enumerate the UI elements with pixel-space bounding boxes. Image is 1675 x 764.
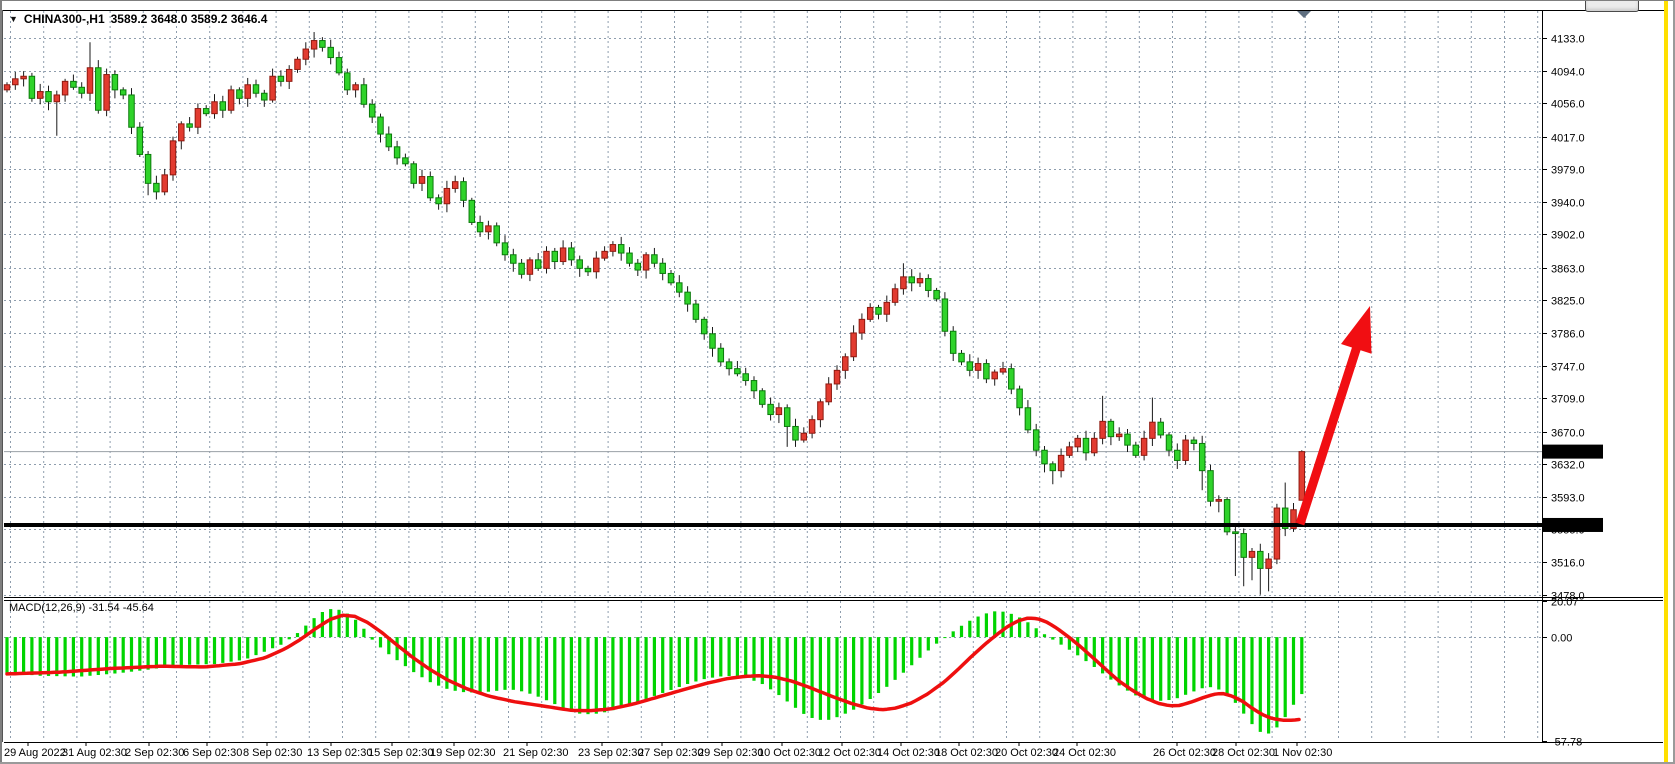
chart-shift-marker-icon bbox=[1297, 11, 1311, 18]
price-axis: 4133.0 4094.0 4056.0 4017.0 3979.0 3940.0 3902… bbox=[1542, 34, 1585, 749]
svg-text:2 Sep 02:30: 2 Sep 02:30 bbox=[125, 747, 184, 759]
svg-text:20.07: 20.07 bbox=[1551, 597, 1579, 609]
window-frame-bottom bbox=[0, 762, 1675, 764]
svg-text:23 Sep 02:30: 23 Sep 02:30 bbox=[578, 747, 643, 759]
svg-text:3863.0: 3863.0 bbox=[1551, 264, 1585, 276]
window-frame-left bbox=[0, 0, 2, 764]
macd-signal-line bbox=[5, 613, 1301, 723]
svg-text:6 Sep 02:30: 6 Sep 02:30 bbox=[183, 747, 242, 759]
svg-text:4017.0: 4017.0 bbox=[1551, 133, 1585, 145]
svg-text:4094.0: 4094.0 bbox=[1551, 67, 1585, 79]
svg-text:29 Aug 2022: 29 Aug 2022 bbox=[4, 747, 66, 759]
candles-layer bbox=[3, 32, 1306, 595]
svg-text:3593.0: 3593.0 bbox=[1551, 493, 1585, 505]
svg-text:4133.0: 4133.0 bbox=[1551, 34, 1585, 46]
svg-text:24 Oct 02:30: 24 Oct 02:30 bbox=[1053, 747, 1116, 759]
symbol-dropdown-icon[interactable]: ▼ bbox=[9, 13, 18, 24]
svg-text:31 Aug 02:30: 31 Aug 02:30 bbox=[62, 747, 127, 759]
svg-text:3670.0: 3670.0 bbox=[1551, 428, 1585, 440]
price-tag bbox=[1543, 517, 1603, 532]
svg-text:3747.0: 3747.0 bbox=[1551, 362, 1585, 374]
svg-text:14 Oct 02:30: 14 Oct 02:30 bbox=[877, 747, 940, 759]
price-tag bbox=[1543, 444, 1603, 459]
macd-indicator-label: MACD(12,26,9) -31.54 -45.64 bbox=[9, 602, 154, 614]
svg-text:15 Sep 02:30: 15 Sep 02:30 bbox=[368, 747, 433, 759]
window-control-sliver[interactable] bbox=[1585, 0, 1639, 12]
svg-text:13 Sep 02:30: 13 Sep 02:30 bbox=[307, 747, 372, 759]
panel-borders bbox=[0, 10, 1668, 743]
svg-text:8 Sep 02:30: 8 Sep 02:30 bbox=[243, 747, 302, 759]
svg-text:3632.0: 3632.0 bbox=[1551, 460, 1585, 472]
svg-text:20 Oct 02:30: 20 Oct 02:30 bbox=[995, 747, 1058, 759]
svg-text:28 Oct 02:30: 28 Oct 02:30 bbox=[1212, 747, 1275, 759]
grid-layer bbox=[4, 11, 1542, 741]
svg-text:3709.0: 3709.0 bbox=[1551, 394, 1585, 406]
svg-text:1 Nov 02:30: 1 Nov 02:30 bbox=[1273, 747, 1332, 759]
svg-text:21 Sep 02:30: 21 Sep 02:30 bbox=[503, 747, 568, 759]
svg-text:3825.0: 3825.0 bbox=[1551, 296, 1585, 308]
svg-text:-57.78: -57.78 bbox=[1551, 737, 1582, 749]
symbol-period-label: CHINA300-,H1 bbox=[23, 12, 105, 26]
svg-text:3902.0: 3902.0 bbox=[1551, 230, 1585, 242]
svg-text:3940.0: 3940.0 bbox=[1551, 198, 1585, 210]
yellow-edge-divider bbox=[1664, 0, 1668, 764]
svg-text:3516.0: 3516.0 bbox=[1551, 558, 1585, 570]
svg-text:18 Oct 02:30: 18 Oct 02:30 bbox=[935, 747, 998, 759]
window-frame-top bbox=[0, 0, 1675, 1]
chart-title: ▼ CHINA300-,H1 3589.2 3648.0 3589.2 3646.4 bbox=[9, 12, 267, 26]
svg-text:10 Oct 02:30: 10 Oct 02:30 bbox=[758, 747, 821, 759]
svg-text:19 Sep 02:30: 19 Sep 02:30 bbox=[430, 747, 495, 759]
svg-text:3478.0: 3478.0 bbox=[1551, 591, 1585, 603]
window-frame-right bbox=[1673, 0, 1675, 764]
svg-text:4056.0: 4056.0 bbox=[1551, 99, 1585, 111]
svg-text:12 Oct 02:30: 12 Oct 02:30 bbox=[818, 747, 881, 759]
svg-text:27 Sep 02:30: 27 Sep 02:30 bbox=[638, 747, 703, 759]
svg-text:26 Oct 02:30: 26 Oct 02:30 bbox=[1153, 747, 1216, 759]
ohlc-values: 3589.2 3648.0 3589.2 3646.4 bbox=[110, 12, 268, 26]
macd-layer bbox=[5, 609, 1304, 734]
svg-text:29 Sep 02:30: 29 Sep 02:30 bbox=[698, 747, 763, 759]
arrow-annotation[interactable] bbox=[1295, 306, 1372, 526]
svg-text:3786.0: 3786.0 bbox=[1551, 329, 1585, 341]
svg-text:3979.0: 3979.0 bbox=[1551, 165, 1585, 177]
svg-text:0.00: 0.00 bbox=[1551, 633, 1572, 645]
